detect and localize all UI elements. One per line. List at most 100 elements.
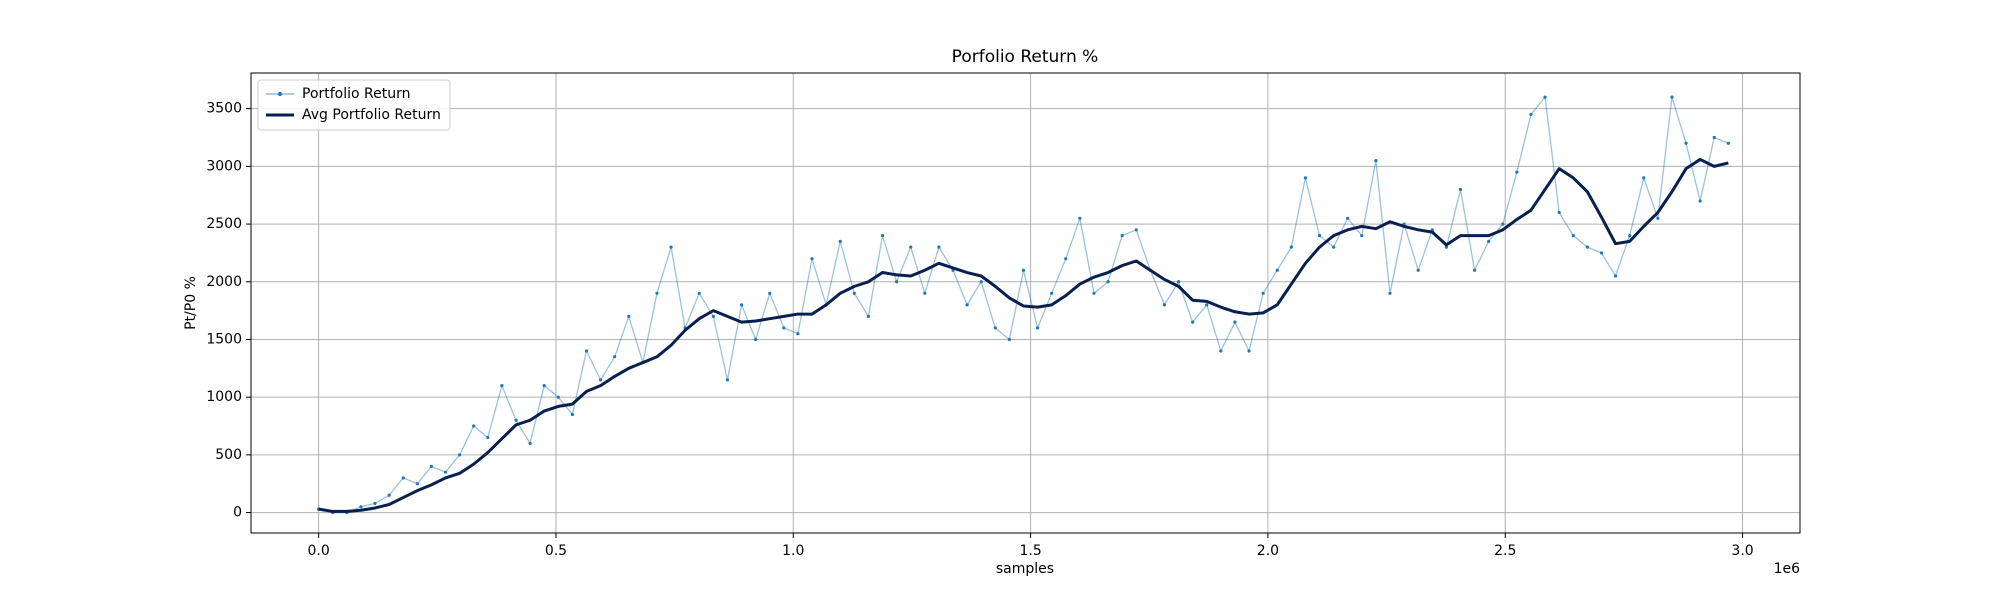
return-marker — [923, 291, 927, 295]
plot-frame — [250, 72, 1801, 534]
return-marker — [1078, 216, 1082, 220]
return-marker — [1233, 320, 1237, 324]
return-marker — [1628, 234, 1632, 238]
return-marker — [1275, 268, 1279, 272]
return-marker — [655, 291, 659, 295]
return-marker — [669, 245, 673, 249]
return-marker — [1698, 199, 1702, 203]
avg-line — [318, 157, 1729, 513]
return-marker — [852, 291, 856, 295]
return-marker — [613, 355, 617, 359]
return-marker — [1134, 228, 1138, 232]
return-marker — [1035, 326, 1040, 330]
y-tick-label: 1000 — [206, 389, 242, 405]
return-marker — [979, 280, 983, 284]
return-marker — [782, 326, 786, 330]
return-marker — [739, 303, 744, 307]
return-marker — [1557, 210, 1561, 215]
y-tick-label: 0 — [233, 505, 242, 521]
return-marker — [725, 378, 730, 382]
return-marker — [598, 378, 603, 382]
legend-marker — [278, 92, 282, 96]
return-marker — [768, 291, 772, 295]
return-marker — [1529, 112, 1533, 117]
x-offset-label: 1e6 — [1774, 561, 1801, 577]
legend-label: Avg Portfolio Return — [302, 107, 441, 123]
return-marker — [1543, 95, 1547, 99]
x-axis-label: samples — [996, 561, 1054, 577]
return-marker — [415, 482, 419, 486]
return-marker — [1261, 291, 1265, 295]
return-marker — [1444, 245, 1448, 249]
return-marker — [1247, 349, 1251, 353]
return-marker — [1332, 245, 1336, 249]
return-marker — [1346, 216, 1350, 220]
return-marker — [1472, 268, 1477, 272]
return-marker — [1360, 234, 1364, 238]
return-marker — [1670, 95, 1674, 99]
return-marker — [909, 245, 913, 249]
return-marker — [1120, 234, 1124, 238]
return-marker — [711, 314, 715, 318]
return-marker — [584, 349, 589, 353]
return-marker — [697, 291, 701, 295]
return-marker — [754, 337, 758, 342]
return-marker — [359, 505, 363, 509]
return-marker — [1106, 280, 1110, 284]
return-marker — [401, 476, 405, 480]
return-marker — [895, 280, 899, 284]
x-tick-label: 0.0 — [308, 543, 330, 559]
return-marker — [556, 395, 560, 399]
return-marker — [542, 384, 546, 388]
return-marker — [1050, 291, 1054, 295]
return-marker — [387, 493, 391, 497]
return-marker — [1176, 280, 1181, 284]
return-marker — [1317, 234, 1322, 238]
y-tick-label: 3000 — [206, 158, 242, 174]
return-marker — [570, 412, 574, 417]
return-marker — [472, 424, 476, 428]
return-marker — [1303, 176, 1308, 180]
return-marker — [1613, 274, 1618, 278]
chart-title: Porfolio Return % — [952, 47, 1099, 67]
return-marker — [373, 501, 377, 505]
return-marker — [993, 326, 997, 330]
return-marker — [965, 303, 969, 307]
return-marker — [796, 332, 800, 336]
x-tick-label: 1.5 — [1019, 543, 1041, 559]
return-marker — [500, 384, 504, 388]
return-marker — [1656, 216, 1660, 220]
x-tick-label: 3.0 — [1731, 543, 1753, 559]
return-marker — [458, 453, 462, 457]
y-tick-label: 3500 — [206, 101, 242, 117]
return-marker — [1599, 251, 1604, 255]
return-marker — [429, 464, 434, 469]
return-marker — [1585, 245, 1589, 249]
return-marker — [1487, 239, 1491, 243]
return-marker — [627, 314, 631, 318]
return-marker — [1289, 245, 1293, 249]
return-marker — [1219, 349, 1223, 353]
return-marker — [880, 234, 885, 238]
return-marker — [1162, 303, 1167, 307]
y-tick-label: 2500 — [206, 216, 242, 232]
x-tick-label: 1.0 — [782, 543, 804, 559]
y-axis-label: Pt/P0 % — [183, 276, 199, 330]
return-marker — [1007, 337, 1011, 342]
legend-label: Portfolio Return — [302, 86, 411, 102]
return-marker — [810, 257, 814, 261]
return-marker — [1064, 257, 1068, 261]
return-marker — [1205, 303, 1209, 307]
return-marker — [866, 314, 871, 318]
return-marker — [1501, 222, 1505, 226]
return-marker — [1571, 234, 1575, 238]
return-marker — [1388, 291, 1392, 295]
return-marker — [1374, 158, 1378, 163]
x-tick-label: 2.5 — [1494, 543, 1516, 559]
x-tick-label: 0.5 — [545, 543, 567, 559]
return-marker — [1191, 320, 1195, 324]
return-marker — [1021, 268, 1026, 272]
return-marker — [1642, 176, 1646, 180]
return-marker — [1684, 141, 1688, 145]
return-marker — [486, 435, 490, 440]
